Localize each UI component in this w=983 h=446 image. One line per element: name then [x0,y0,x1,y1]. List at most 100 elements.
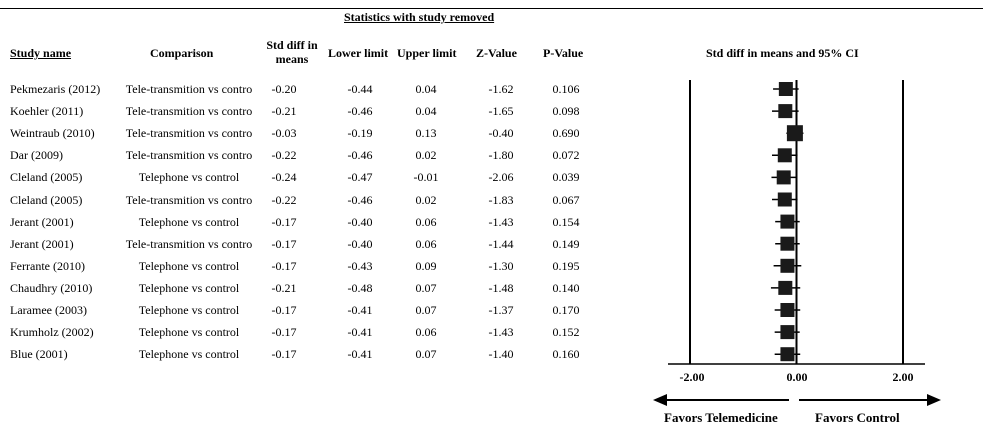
point-estimate-marker [778,280,793,295]
cell-upper-limit: 0.06 [415,214,437,229]
cell-study-name: Koehler (2011) [10,104,84,119]
cell-z-value: -1.30 [488,258,514,273]
cell-study-name: Cleland (2005) [10,170,83,185]
cell-comparison: Telephone vs control [138,347,240,362]
cell-study-name: Ferrante (2010) [10,258,85,273]
header-lower-limit: Lower limit [328,46,389,60]
section-title: Statistics with study removed [344,10,495,24]
cell-upper-limit: -0.01 [413,170,439,185]
point-estimate-marker [780,214,795,229]
cell-std-diff: -0.24 [271,170,297,185]
cell-std-diff: -0.17 [271,214,297,229]
cell-lower-limit: -0.46 [347,148,373,163]
cell-upper-limit: 0.06 [415,325,437,340]
cell-comparison: Telephone vs control [138,303,240,317]
point-estimate-marker [777,192,792,207]
cell-p-value: 0.154 [552,214,580,229]
header-upper-limit: Upper limit [397,46,457,60]
cell-lower-limit: -0.19 [347,126,373,141]
cell-z-value: -1.48 [488,280,514,295]
cell-comparison: Tele-transmition vs contro [125,104,253,119]
header-study-name: Study name [10,46,72,60]
cell-p-value: 0.160 [552,347,580,362]
cell-upper-limit: 0.04 [415,104,437,119]
cell-comparison: Tele-transmition vs contro [125,192,253,207]
cell-p-value: 0.690 [552,126,580,141]
cell-p-value: 0.098 [552,104,580,119]
cell-comparison: Tele-transmition vs contro [125,148,253,163]
point-estimate-marker [780,303,795,317]
cell-study-name: Blue (2001) [10,347,68,362]
cell-z-value: -1.43 [488,214,514,229]
cell-p-value: 0.072 [552,148,580,163]
cell-p-value: 0.152 [552,325,580,340]
point-estimate-marker [786,125,803,142]
cell-z-value: -1.62 [488,82,514,96]
cell-study-name: Krumholz (2002) [10,325,94,340]
cell-std-diff: -0.17 [271,236,297,251]
cell-comparison: Telephone vs control [138,258,240,273]
cell-std-diff: -0.22 [271,192,297,207]
cell-study-name: Jerant (2001) [10,236,74,251]
cell-comparison: Tele-transmition vs contro [125,126,253,141]
point-estimate-marker [780,258,795,273]
cell-comparison: Telephone vs control [138,280,240,295]
cell-std-diff: -0.17 [271,347,297,362]
cell-z-value: -1.80 [488,148,514,163]
cell-z-value: -1.40 [488,347,514,362]
cell-lower-limit: -0.47 [347,170,373,185]
tick-label: 2.00 [892,370,914,384]
cell-upper-limit: 0.06 [415,236,437,251]
cell-std-diff: -0.22 [271,148,297,163]
cell-std-diff: -0.17 [271,325,297,340]
cell-comparison: Telephone vs control [138,214,240,229]
cell-p-value: 0.149 [552,236,580,251]
cell-p-value: 0.067 [552,192,580,207]
cell-lower-limit: -0.40 [347,214,373,229]
favors-left-arrow-head [653,394,667,406]
cell-lower-limit: -0.43 [347,258,373,273]
cell-comparison: Tele-transmition vs contro [125,236,253,251]
cell-study-name: Chaudhry (2010) [10,280,93,295]
cell-z-value: -1.37 [488,303,514,317]
cell-study-name: Jerant (2001) [10,214,74,229]
cell-study-name: Pekmezaris (2012) [10,82,101,96]
cell-std-diff: -0.17 [271,258,297,273]
cell-z-value: -2.06 [488,170,514,185]
cell-upper-limit: 0.09 [415,258,437,273]
plot-title: Std diff in means and 95% CI [706,46,859,60]
cell-p-value: 0.106 [552,82,580,96]
favors-right-label: Favors Control [815,410,900,425]
header-std-diff: Std diff in means [266,38,318,66]
cell-std-diff: -0.17 [271,303,297,317]
point-estimate-marker [778,104,793,119]
cell-p-value: 0.140 [552,280,580,295]
cell-z-value: -1.83 [488,192,514,207]
point-estimate-marker [777,148,792,163]
cell-upper-limit: 0.04 [415,82,437,96]
cell-lower-limit: -0.46 [347,192,373,207]
tick-label: 0.00 [786,370,808,384]
cell-z-value: -1.43 [488,325,514,340]
point-estimate-marker [778,82,793,96]
cell-z-value: -1.65 [488,104,514,119]
cell-lower-limit: -0.40 [347,236,373,251]
header-p-value: P-Value [543,46,584,60]
cell-comparison: Telephone vs control [138,170,240,185]
cell-std-diff: -0.03 [271,126,297,141]
cell-upper-limit: 0.13 [415,126,437,141]
header-z-value: Z-Value [476,46,517,60]
cell-upper-limit: 0.07 [415,347,437,362]
cell-study-name: Dar (2009) [10,148,63,163]
cell-std-diff: -0.21 [271,280,297,295]
cell-lower-limit: -0.41 [347,303,373,317]
cell-lower-limit: -0.41 [347,325,373,340]
cell-lower-limit: -0.48 [347,280,373,295]
cell-upper-limit: 0.07 [415,280,437,295]
tick-label: -2.00 [679,370,705,384]
cell-p-value: 0.195 [552,258,580,273]
cell-comparison: Tele-transmition vs contro [125,82,253,96]
cell-lower-limit: -0.46 [347,104,373,119]
cell-study-name: Cleland (2005) [10,192,83,207]
cell-study-name: Weintraub (2010) [10,126,95,141]
